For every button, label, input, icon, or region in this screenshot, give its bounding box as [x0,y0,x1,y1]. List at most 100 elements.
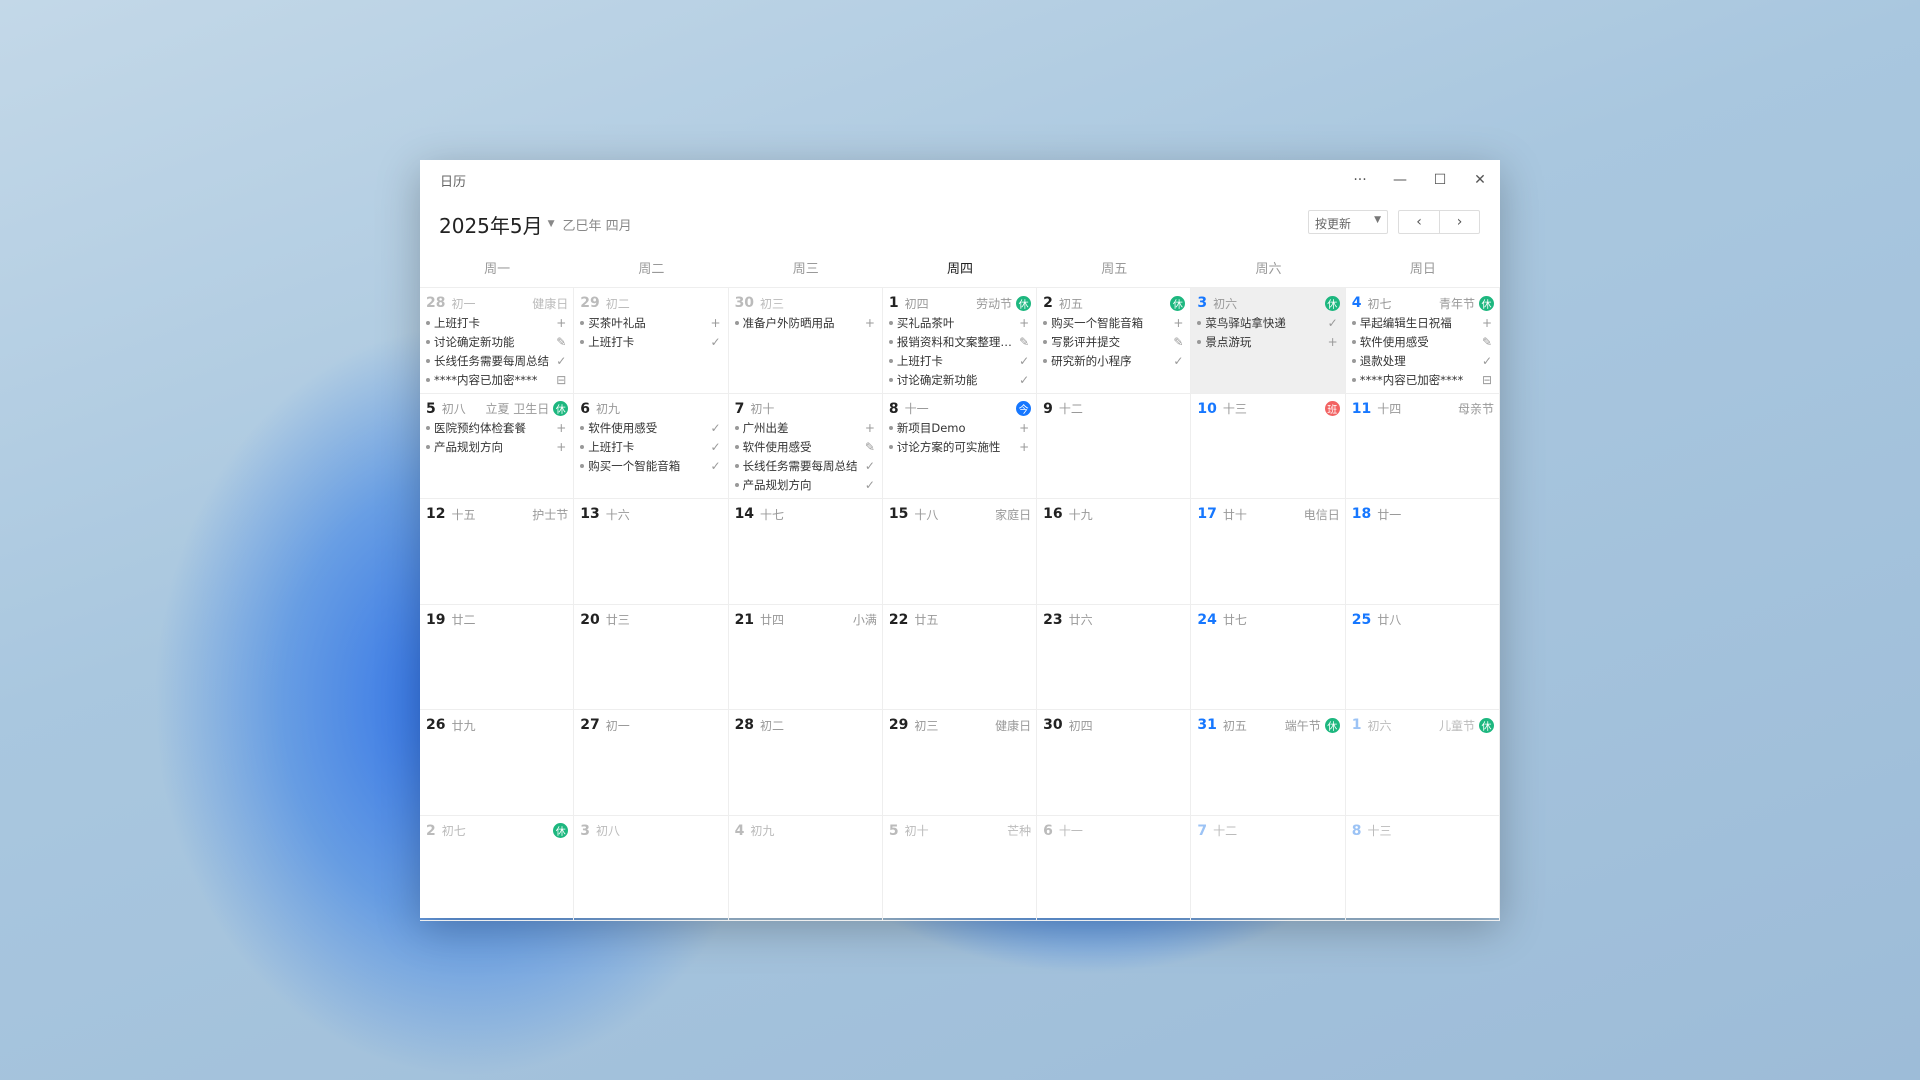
plus-icon[interactable]: + [556,440,567,454]
day-cell[interactable]: 16 十九 [1037,499,1192,605]
day-cell[interactable]: 28 初一 健康日 上班打卡 + 讨论确定新功能 ✎ 长线任务需要每周总结 ✓ ****内容已加密… [420,288,575,394]
lock-icon[interactable]: ⊟ [1481,372,1493,387]
check-icon[interactable]: ✓ [556,353,567,368]
day-cell[interactable]: 8 十一 今新项目Demo + 讨论方案的可实施性 + [882,393,1038,499]
day-cell[interactable]: 25 廿八 [1345,604,1500,710]
event-item[interactable]: 买茶叶礼品 + [580,313,722,332]
day-cell[interactable]: 5 初十 芒种 [882,815,1038,921]
check-icon[interactable]: ✓ [1327,315,1338,330]
lock-icon[interactable]: ⊟ [556,372,567,387]
plus-icon[interactable]: + [864,421,875,435]
event-item[interactable]: 讨论确定新功能 ✓ [888,370,1031,389]
event-item[interactable]: 上班打卡 ✓ [580,438,722,457]
day-cell[interactable]: 10 十三 班 [1191,393,1346,499]
day-cell[interactable]: 19 廿二 [420,604,575,710]
day-cell[interactable]: 1 初六 儿童节休 [1345,710,1500,816]
day-cell[interactable]: 28 初二 [728,710,883,816]
day-cell[interactable]: 17 廿十 电信日 [1191,499,1346,605]
event-item[interactable]: 广州出差 + [734,419,877,438]
day-cell[interactable]: 3 初六 休菜鸟驿站拿快递 ✓ 景点游玩 + [1191,288,1346,394]
event-item[interactable]: 报销资料和文案整理整理 ✎ [888,332,1031,351]
day-cell[interactable]: 1 初四 劳动节休买礼品茶叶 + 报销资料和文案整理整理 ✎ 上班打卡 ✓ 讨论确定新功能 ✓ [882,288,1038,394]
day-cell[interactable]: 30 初三 准备户外防晒用品 + [728,288,883,394]
plus-icon[interactable]: + [710,315,721,330]
day-cell[interactable]: 29 初二 买茶叶礼品 + 上班打卡 ✓ [574,288,729,394]
event-item[interactable]: ****内容已加密**** ⊟ [426,370,568,389]
check-icon[interactable]: ✓ [864,459,875,473]
plus-icon[interactable]: + [1327,334,1338,349]
plus-icon[interactable]: + [864,315,875,330]
caret-down-icon[interactable]: ▼ [547,219,555,229]
day-cell[interactable]: 24 廿七 [1191,604,1346,710]
event-item[interactable]: 软件使用感受 ✎ [734,438,877,457]
plus-icon[interactable]: + [1019,421,1030,435]
month-selector[interactable]: 2025年5月 [439,213,543,238]
check-icon[interactable]: ✓ [710,440,721,454]
day-cell[interactable]: 3 初八 [574,815,729,921]
edit-icon[interactable]: ✎ [1019,334,1030,349]
event-item[interactable]: 医院预约体检套餐 + [426,419,568,438]
day-cell[interactable]: 9 十二 [1037,393,1192,499]
plus-icon[interactable]: + [556,315,567,330]
check-icon[interactable]: ✓ [710,334,721,349]
prev-month-button[interactable]: ‹ [1416,214,1422,230]
day-cell[interactable]: 6 初九 软件使用感受 ✓ 上班打卡 ✓ 购买一个智能音箱 ✓ [574,393,729,499]
day-cell[interactable]: 23 廿六 [1037,604,1192,710]
event-item[interactable]: 早起编辑生日祝福 + [1351,313,1494,332]
more-icon[interactable]: ··· [1353,172,1367,188]
edit-icon[interactable]: ✎ [556,334,567,349]
event-item[interactable]: 写影评并提交 ✎ [1043,332,1185,351]
check-icon[interactable]: ✓ [710,459,721,473]
maximize-button[interactable]: ☐ [1433,172,1447,188]
event-item[interactable]: 准备户外防晒用品 + [734,313,877,332]
event-item[interactable]: 新项目Demo + [888,419,1031,438]
day-cell[interactable]: 31 初五 端午节休 [1191,710,1346,816]
check-icon[interactable]: ✓ [1481,353,1493,368]
day-cell[interactable]: 20 廿三 [574,604,729,710]
day-cell[interactable]: 8 十三 [1345,815,1500,921]
event-item[interactable]: 菜鸟驿站拿快递 ✓ [1197,313,1339,332]
check-icon[interactable]: ✓ [1173,353,1184,368]
close-button[interactable]: ✕ [1474,172,1486,188]
day-cell[interactable]: 14 十七 [728,499,883,605]
day-cell[interactable]: 7 初十 广州出差 + 软件使用感受 ✎ 长线任务需要每周总结 ✓ 产品规划方向 ✓ [728,393,883,499]
event-item[interactable]: 上班打卡 ✓ [888,351,1031,370]
event-item[interactable]: 购买一个智能音箱 ✓ [580,457,722,476]
event-item[interactable]: 买礼品茶叶 + [888,313,1031,332]
day-cell[interactable]: 21 廿四 小满 [728,604,883,710]
day-cell[interactable]: 12 十五 护士节 [420,499,575,605]
edit-icon[interactable]: ✎ [1173,334,1184,349]
event-item[interactable]: 上班打卡 + [426,313,568,332]
day-cell[interactable]: 22 廿五 [882,604,1038,710]
day-cell[interactable]: 4 初七 青年节休早起编辑生日祝福 + 软件使用感受 ✎ 退款处理 ✓ ****内容已加密***… [1345,288,1500,394]
event-item[interactable]: 长线任务需要每周总结 ✓ [734,457,877,476]
event-item[interactable]: 景点游玩 + [1197,332,1339,351]
event-item[interactable]: 研究新的小程序 ✓ [1043,351,1185,370]
check-icon[interactable]: ✓ [1019,372,1030,387]
event-item[interactable]: 讨论方案的可实施性 + [888,438,1031,457]
day-cell[interactable]: 18 廿一 [1345,499,1500,605]
plus-icon[interactable]: + [1173,315,1184,330]
check-icon[interactable]: ✓ [1019,353,1030,368]
day-cell[interactable]: 30 初四 [1037,710,1192,816]
plus-icon[interactable]: + [1481,315,1493,330]
day-cell[interactable]: 27 初一 [574,710,729,816]
day-cell[interactable]: 26 廿九 [420,710,575,816]
check-icon[interactable]: ✓ [864,478,875,492]
day-cell[interactable]: 5 初八 立夏 卫生日休医院预约体检套餐 + 产品规划方向 + [420,393,575,499]
next-month-button[interactable]: › [1439,211,1479,233]
event-item[interactable]: 长线任务需要每周总结 ✓ [426,351,568,370]
plus-icon[interactable]: + [1019,440,1030,454]
plus-icon[interactable]: + [556,421,567,435]
day-cell[interactable]: 2 初七 休 [420,815,575,921]
edit-icon[interactable]: ✎ [1481,334,1493,349]
day-cell[interactable]: 13 十六 [574,499,729,605]
day-cell[interactable]: 2 初五 休购买一个智能音箱 + 写影评并提交 ✎ 研究新的小程序 ✓ [1037,288,1192,394]
event-item[interactable]: 讨论确定新功能 ✎ [426,332,568,351]
event-item[interactable]: 购买一个智能音箱 + [1043,313,1185,332]
day-cell[interactable]: 15 十八 家庭日 [882,499,1038,605]
minimize-button[interactable]: — [1393,172,1407,188]
event-item[interactable]: 软件使用感受 ✓ [580,419,722,438]
day-cell[interactable]: 11 十四 母亲节 [1345,393,1500,499]
day-cell[interactable]: 4 初九 [728,815,883,921]
